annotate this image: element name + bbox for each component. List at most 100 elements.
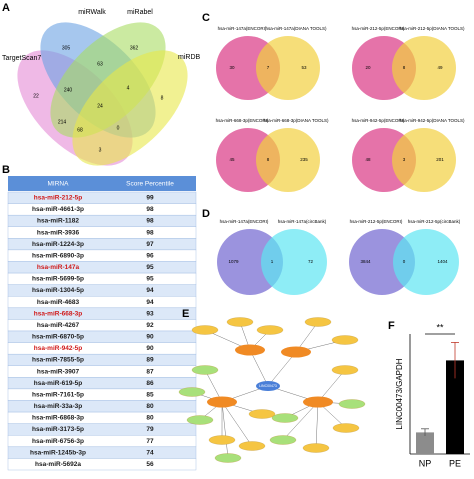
table-cell: 92: [146, 322, 154, 329]
network-node: [269, 435, 297, 445]
network-edge: [221, 401, 253, 447]
table-row: [7, 458, 197, 471]
table-cell: 95: [146, 264, 154, 271]
set-label: hsa-miR-942-5p(ENCORI): [352, 118, 405, 123]
table-cell: hsa-miR-1304-5p: [32, 287, 84, 294]
table-cell: hsa-miR-4661-3p: [32, 206, 84, 213]
network-node: [238, 441, 266, 451]
network-hub: [207, 396, 237, 408]
table-cell: 86: [146, 380, 154, 387]
panel-letter: F: [388, 320, 395, 332]
venn-count: 3: [403, 157, 406, 162]
venn-count: 72: [308, 259, 314, 264]
venn-count: 201: [436, 157, 444, 162]
x-tick-label: NP: [419, 458, 432, 468]
table-cell: 94: [146, 287, 154, 294]
set-label: TargetScan7: [2, 55, 41, 62]
table-header-bg: [8, 176, 196, 191]
venn-count: 7: [267, 65, 270, 70]
network-node: [186, 415, 214, 425]
table-cell: 96: [146, 252, 154, 259]
table-cell: hsa-miR-3936: [37, 229, 80, 236]
table-cell: 95: [146, 276, 154, 283]
table-header: MIRNA: [48, 181, 70, 188]
network-edge: [315, 401, 319, 449]
network-node: [302, 443, 330, 453]
set-label: miRabel: [127, 9, 153, 16]
table-cell: 74: [146, 449, 154, 456]
table-cell: 89: [146, 357, 154, 364]
table-cell: hsa-miR-1182: [37, 218, 79, 225]
table-cell: 93: [146, 310, 154, 317]
venn-count: 3844: [360, 259, 371, 264]
set-label: miRDB: [178, 54, 200, 61]
network-node: [271, 413, 299, 423]
panel-letter: D: [202, 208, 210, 220]
venn-set: [392, 128, 456, 192]
network-node: [191, 325, 219, 335]
table-cell: 87: [146, 368, 154, 375]
panel-letter: B: [2, 164, 10, 176]
network-node: [338, 399, 366, 409]
set-label: hsa-miR-147a(circBank): [278, 219, 327, 224]
table-cell: 98: [146, 229, 154, 236]
venn-count: 1404: [437, 259, 448, 264]
network-node: [226, 317, 254, 327]
set-label: hsa-miR-212-5p(circBank): [408, 219, 461, 224]
venn-count: 305: [62, 45, 71, 51]
table-cell: hsa-miR-6890-3p: [32, 252, 84, 259]
venn-count: 49: [437, 65, 443, 70]
table-cell: hsa-miR-3907: [37, 368, 80, 375]
network-node: [331, 335, 359, 345]
table-cell: 99: [146, 195, 154, 202]
set-label: hsa-miR-212-5p(DIANA TOOLS): [399, 26, 465, 31]
network-hub: [303, 396, 333, 408]
network-node: [331, 365, 359, 375]
venn-count: 8: [161, 95, 164, 101]
set-label: hsa-miR-147a(ENCORI): [220, 219, 269, 224]
venn-count: 362: [130, 45, 139, 51]
network-edge: [317, 369, 346, 403]
network-node: [178, 387, 206, 397]
venn-count: 0: [403, 259, 406, 264]
table-cell: hsa-miR-6870-5p: [32, 334, 84, 341]
panel-letter: C: [202, 12, 210, 24]
table-cell: 94: [146, 299, 154, 306]
network-hub: [281, 346, 311, 358]
network-edge: [221, 401, 229, 459]
set-label: miRWalk: [78, 9, 106, 16]
table-cell: 77: [146, 438, 154, 445]
table-cell: hsa-miR-4267: [37, 322, 80, 329]
table-cell: 98: [146, 218, 154, 225]
venn-set: [256, 128, 320, 192]
set-label: hsa-miR-668-3p(DIANA TOOLS): [263, 118, 329, 123]
venn-count: 235: [300, 157, 308, 162]
network-node: [208, 435, 236, 445]
table-cell: 79: [146, 426, 154, 433]
table-cell: 97: [146, 241, 154, 248]
y-axis-label: LINC00473/GAPDH: [395, 358, 404, 429]
significance: **: [436, 322, 444, 332]
set-label: hsa-miR-212-5p(ENCORI): [350, 219, 403, 224]
network-center: [256, 381, 280, 391]
table-cell: hsa-miR-1245b-3p: [30, 449, 86, 456]
venn-count: 4: [127, 85, 130, 91]
table-cell: 80: [146, 415, 154, 422]
network-node: [332, 423, 360, 433]
table-header: Score Percentile: [126, 181, 174, 188]
set-label: hsa-miR-668-3p(ENCORI): [216, 118, 269, 123]
venn-count: 1079: [228, 259, 239, 264]
panel-letter: E: [182, 308, 189, 320]
table-cell: hsa-miR-4683: [37, 299, 80, 306]
venn-count: 68: [77, 127, 83, 133]
venn-count: 8: [267, 157, 270, 162]
table-cell: hsa-miR-3173-5p: [32, 426, 84, 433]
network-hub: [235, 344, 265, 356]
venn-count: 63: [97, 61, 103, 67]
table-cell: hsa-miR-5692a: [35, 461, 81, 468]
network-node: [248, 409, 276, 419]
table-cell: 98: [146, 206, 154, 213]
panel-letter: A: [2, 2, 10, 14]
network-node: [214, 453, 242, 463]
venn-set: [392, 36, 456, 100]
